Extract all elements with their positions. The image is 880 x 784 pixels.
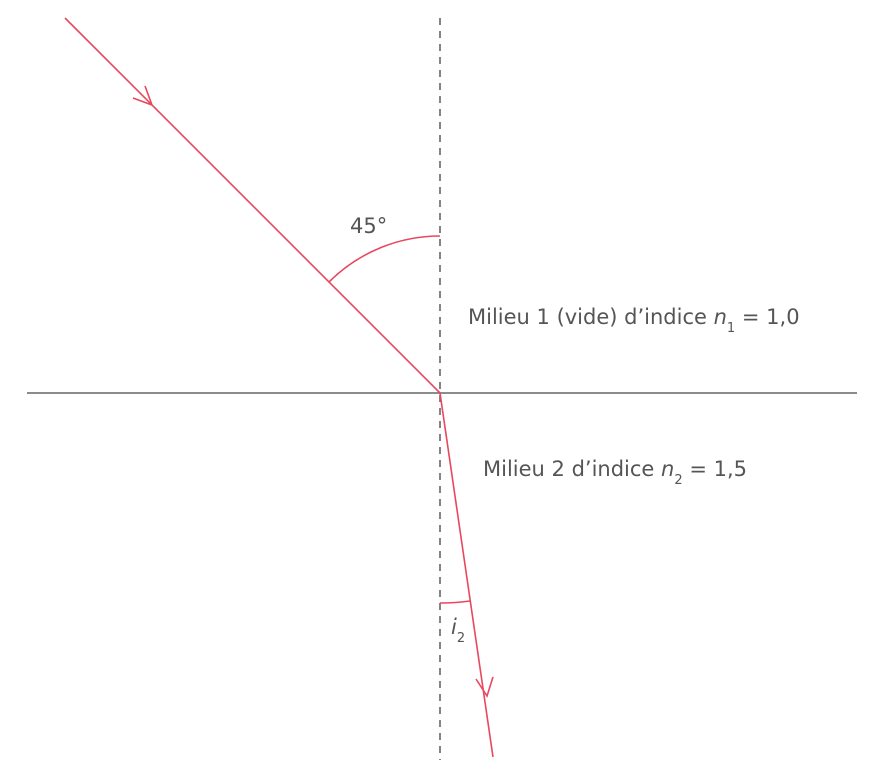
medium-2-value: = 1,5 (689, 457, 747, 481)
refracted-ray (439, 392, 494, 758)
incidence-angle-label: 45° (350, 214, 387, 238)
refraction-angle-symbol: i (451, 615, 457, 639)
medium-2-symbol: n (661, 457, 674, 481)
medium-1-symbol: n (714, 305, 727, 329)
refraction-arc (439, 600, 471, 604)
incident-arrow (132, 85, 154, 107)
refracted-arrow (475, 676, 494, 698)
medium-1-text: Milieu 1 (vide) d’indice (468, 305, 707, 329)
medium-2-label: Milieu 2 d’indice n2 = 1,5 (483, 457, 747, 488)
refraction-angle-label: i2 (451, 615, 465, 646)
medium-2-text: Milieu 2 d’indice (483, 457, 654, 481)
medium-1-label: Milieu 1 (vide) d’indice n1 = 1,0 (468, 305, 800, 336)
medium-1-value: = 1,0 (742, 305, 800, 329)
refraction-angle-subscript: 2 (457, 631, 465, 646)
medium-2-subscript: 2 (674, 473, 682, 488)
medium-1-subscript: 1 (727, 321, 735, 336)
incident-ray (64, 17, 441, 394)
incidence-arc (328, 235, 441, 283)
